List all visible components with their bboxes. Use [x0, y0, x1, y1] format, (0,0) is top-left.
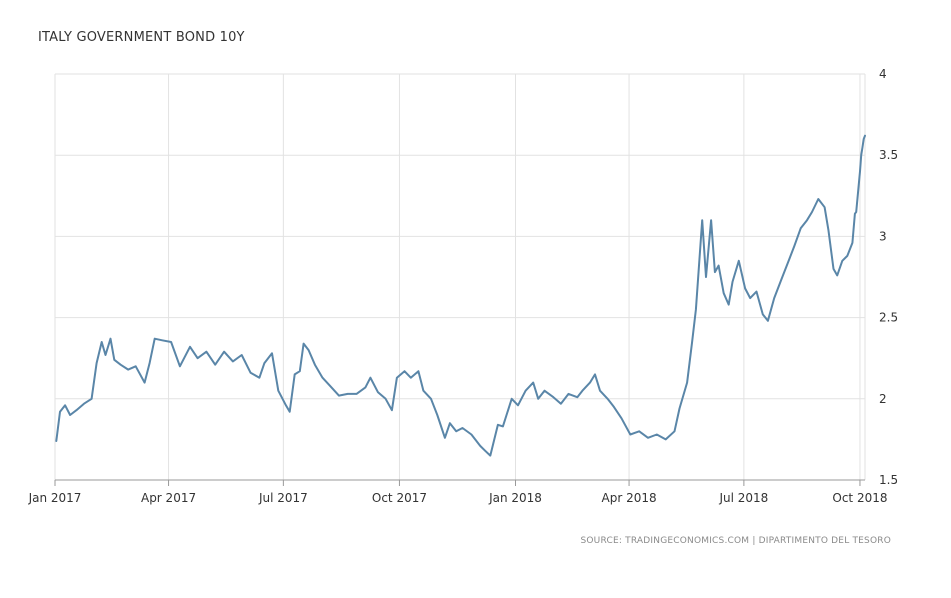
grid-lines: [54, 73, 865, 481]
series-layer: [55, 134, 866, 457]
x-tick-label: Jan 2017: [28, 491, 82, 505]
x-tick-label: Jan 2018: [488, 491, 542, 505]
y-tick-label: 3.5: [879, 148, 898, 162]
y-tick-label: 2: [879, 392, 887, 406]
y-tick-label: 2.5: [879, 311, 898, 325]
axes: [54, 74, 866, 486]
x-tick-label: Jul 2018: [718, 491, 768, 505]
x-tick-label: Oct 2017: [372, 491, 427, 505]
series-line: [55, 134, 866, 457]
tick-labels: 4 3.5 3 2.5 2 1.5 Jan 2017 Apr 2017 Jul 2017 Oct …: [28, 67, 899, 505]
y-tick-label: 1.5: [879, 473, 898, 487]
source-note: SOURCE: TRADINGECONOMICS.COM | DIPARTIME…: [580, 536, 891, 546]
y-tick-label: 3: [879, 229, 887, 243]
y-tick-label: 4: [879, 67, 887, 81]
x-tick-label: Jul 2017: [258, 491, 308, 505]
x-tick-label: Apr 2018: [602, 491, 657, 505]
x-tick-label: Apr 2017: [141, 491, 196, 505]
chart-title: ITALY GOVERNMENT BOND 10Y: [38, 30, 245, 45]
x-tick-label: Oct 2018: [832, 491, 887, 505]
